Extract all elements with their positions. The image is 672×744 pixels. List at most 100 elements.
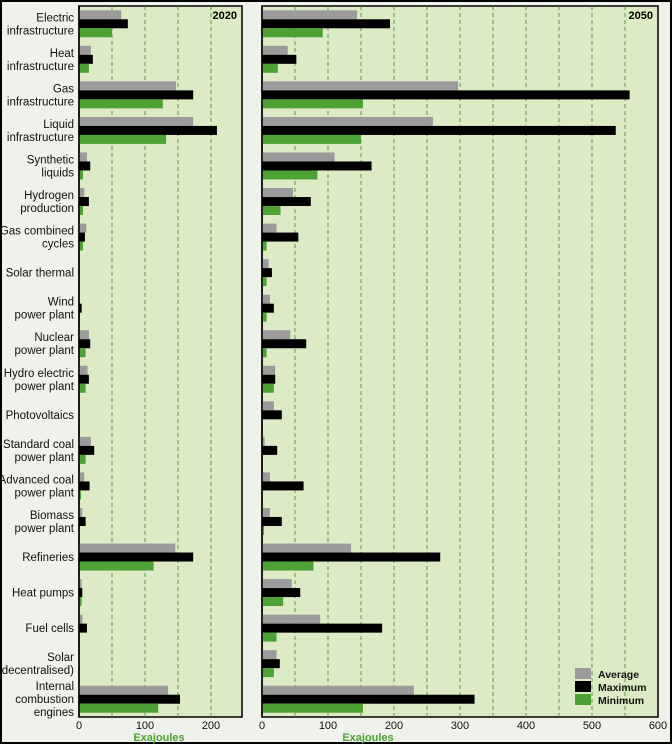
category-label: Heat [50, 48, 75, 60]
category-label: infrastructure [7, 61, 74, 73]
category-label: Biomass [30, 510, 74, 522]
category-label: Electric [36, 12, 74, 24]
bar-average [262, 152, 335, 162]
bar-maximum [79, 232, 85, 242]
legend-label: Maximum [598, 682, 646, 694]
bar-minimum [79, 28, 112, 38]
bar-maximum [79, 374, 89, 384]
bar-maximum [262, 445, 278, 455]
category-label: Refineries [22, 552, 74, 564]
bar-maximum [262, 516, 282, 526]
bar-average [262, 365, 276, 375]
bar-average [79, 223, 87, 233]
bar-maximum [262, 552, 441, 562]
bar-average [262, 579, 292, 589]
bar-average [262, 543, 352, 553]
plot-area-2020 [78, 5, 243, 718]
bar-minimum [262, 597, 284, 607]
bar-minimum [262, 312, 267, 322]
category-label: power plant [15, 310, 75, 322]
bar-maximum [262, 694, 475, 704]
category-label: infrastructure [7, 25, 74, 37]
bar-maximum [79, 197, 89, 207]
category-label: Gas [53, 83, 74, 95]
bar-maximum [262, 90, 630, 100]
bar-minimum [79, 206, 83, 216]
bar-average [79, 507, 83, 517]
tick-label: 200 [385, 720, 403, 732]
bar-average [262, 116, 433, 126]
category-label: engines [34, 707, 75, 719]
category-label: production [20, 203, 74, 215]
bar-minimum [262, 63, 278, 73]
bar-maximum [262, 659, 280, 669]
bar-maximum [262, 339, 307, 349]
bar-minimum [79, 561, 154, 571]
bar-maximum [262, 303, 274, 313]
bar-average [262, 259, 269, 269]
category-label: Hydrogen [24, 190, 74, 202]
bar-maximum [79, 694, 180, 704]
legend-label: Minimum [598, 695, 644, 707]
tick-label: 100 [319, 720, 337, 732]
panel-title: 2050 [629, 10, 653, 22]
bar-average [79, 45, 91, 55]
bar-average [262, 685, 414, 695]
bar-maximum [262, 268, 272, 278]
bar-maximum [262, 374, 276, 384]
category-label: Fuel cells [25, 623, 74, 635]
category-label: cycles [42, 239, 74, 251]
tick-label: 200 [202, 720, 220, 732]
bar-average [79, 152, 87, 162]
bar-maximum [262, 197, 311, 207]
bar-average [262, 436, 265, 446]
tick-label: 300 [451, 720, 469, 732]
category-label: power plant [15, 452, 75, 464]
bar-average [79, 116, 194, 126]
bar-maximum [79, 552, 194, 562]
category-label: power plant [15, 345, 75, 357]
bar-maximum [79, 19, 128, 29]
category-label: power plant [15, 381, 75, 393]
bar-minimum [79, 348, 86, 358]
bar-minimum [262, 383, 274, 393]
category-label: Solar [47, 652, 74, 664]
bar-average [262, 45, 288, 55]
bar-maximum [79, 54, 93, 64]
bar-minimum [79, 170, 83, 180]
category-label: (decentralised) [0, 665, 74, 677]
category-label: power plant [15, 523, 75, 535]
category-label: Nuclear [34, 332, 74, 344]
category-label: Wind [48, 297, 74, 309]
category-label: liquids [41, 167, 74, 179]
category-label: Photovoltaics [6, 410, 75, 422]
bar-minimum [262, 206, 281, 216]
legend-swatch-average [575, 668, 591, 679]
bar-maximum [79, 445, 95, 455]
bar-average [79, 472, 85, 482]
bar-minimum [262, 170, 318, 180]
bar-average [262, 472, 270, 482]
tick-label: 400 [517, 720, 535, 732]
bar-minimum [79, 383, 86, 393]
bar-average [262, 330, 291, 340]
bar-average [262, 650, 277, 660]
bar-maximum [262, 54, 297, 64]
bar-minimum [262, 241, 267, 251]
bar-average [79, 81, 177, 91]
bar-minimum [79, 454, 86, 464]
bar-minimum [262, 99, 363, 109]
bar-maximum [262, 232, 299, 242]
bar-minimum [79, 99, 163, 109]
category-label: Gas combined [0, 226, 74, 238]
bar-minimum [262, 525, 264, 535]
category-label: Synthetic [27, 154, 75, 166]
bar-minimum [262, 28, 323, 38]
category-label: Advanced coal [0, 474, 74, 486]
bar-average [262, 81, 459, 91]
x-axis-label: Exajoules [342, 732, 393, 744]
bar-average [262, 188, 294, 198]
x-axis-label: Exajoules [133, 732, 184, 744]
category-label: power plant [15, 487, 75, 499]
